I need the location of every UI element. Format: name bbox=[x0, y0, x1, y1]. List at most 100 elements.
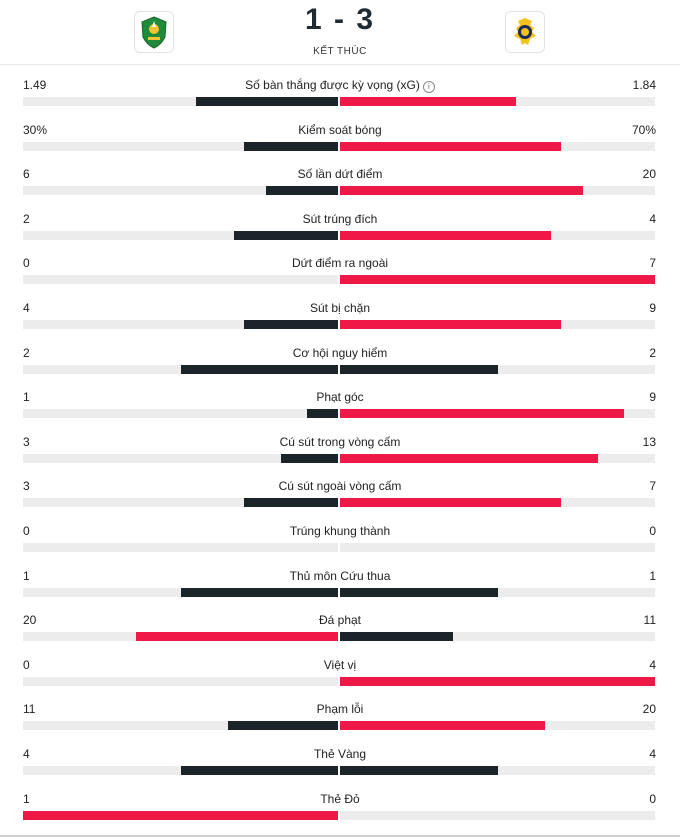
away-stat-track bbox=[340, 810, 655, 820]
away-stat-bar bbox=[340, 97, 517, 106]
stat-row: 6 Số lần dứt điểm 20 bbox=[0, 155, 680, 200]
away-stat-bar bbox=[340, 632, 454, 642]
away-stat-track bbox=[340, 587, 655, 597]
away-stat-bar bbox=[340, 141, 561, 151]
home-stat-track bbox=[23, 587, 338, 597]
away-stat-value: 4 bbox=[649, 211, 656, 226]
stat-row: 4 Thẻ Vàng 4 bbox=[0, 735, 680, 780]
stat-label: Sút bị chặn bbox=[0, 301, 680, 315]
away-stat-value: 13 bbox=[642, 434, 656, 449]
home-stat-bar bbox=[243, 141, 338, 151]
away-stat-value: 7 bbox=[649, 256, 656, 271]
away-stat-track bbox=[340, 721, 655, 731]
stat-label: Cú sút ngoài vòng cấm bbox=[0, 479, 680, 493]
home-stat-track bbox=[23, 676, 338, 686]
stat-label-text: Phạm lỗi bbox=[316, 702, 364, 717]
away-stat-track bbox=[340, 765, 655, 775]
away-stat-value: 2 bbox=[649, 345, 656, 360]
stats-list: 1.49 Số bàn thắng được kỳ vọng (xG) i 1.84 3… bbox=[0, 66, 680, 824]
home-stat-bar bbox=[23, 810, 338, 820]
stat-row: 3 Cú sút trong vòng cấm 13 bbox=[0, 423, 680, 468]
home-stat-track bbox=[23, 319, 338, 329]
stat-label-text: Thẻ Vàng bbox=[313, 746, 367, 761]
home-stat-bar bbox=[180, 364, 338, 374]
away-stat-bar bbox=[340, 364, 498, 374]
away-stat-track bbox=[340, 186, 655, 196]
match-score: 1 - 3 bbox=[304, 3, 376, 36]
away-stat-value: 0 bbox=[649, 791, 656, 806]
stat-row: 11 Phạm lỗi 20 bbox=[0, 690, 680, 735]
stat-label: Kiểm soát bóng bbox=[0, 123, 680, 137]
header-divider bbox=[0, 64, 680, 65]
stat-label-text: Thẻ Đỏ bbox=[320, 791, 360, 806]
home-stat-bar bbox=[281, 453, 338, 463]
home-stat-track bbox=[23, 186, 338, 196]
away-stat-bar bbox=[340, 587, 498, 597]
match-status: KẾT THÚC bbox=[313, 46, 367, 57]
stat-row: 0 Dứt điểm ra ngoài 7 bbox=[0, 244, 680, 289]
stat-label: Cơ hội nguy hiểm bbox=[0, 346, 680, 360]
home-stat-track bbox=[23, 97, 338, 106]
home-team-logo[interactable] bbox=[134, 11, 174, 53]
away-stat-track bbox=[340, 676, 655, 686]
away-stat-track bbox=[340, 453, 655, 463]
home-stat-bar bbox=[234, 230, 338, 240]
stat-label-text: Đá phạt bbox=[318, 613, 362, 628]
home-stat-track bbox=[23, 542, 338, 552]
away-stat-value: 1.84 bbox=[632, 78, 656, 92]
home-stat-bar bbox=[306, 409, 338, 419]
home-stat-track bbox=[23, 721, 338, 731]
away-stat-value: 4 bbox=[649, 746, 656, 761]
stat-row: 2 Sút trúng đích 4 bbox=[0, 200, 680, 245]
stat-row: 3 Cú sút ngoài vòng cấm 7 bbox=[0, 467, 680, 512]
home-stat-value: 30% bbox=[23, 122, 48, 137]
away-stat-value: 11 bbox=[643, 613, 656, 628]
away-stat-bar bbox=[340, 721, 545, 731]
match-header: 1 - 3 KẾT THÚC bbox=[0, 0, 680, 64]
away-stat-value: 20 bbox=[642, 702, 656, 717]
away-stat-value: 9 bbox=[649, 300, 656, 315]
home-stat-value: 2 bbox=[23, 211, 30, 226]
stat-label-text: Việt vị bbox=[323, 657, 357, 672]
home-stat-value: 11 bbox=[23, 702, 36, 717]
away-stat-value: 9 bbox=[649, 390, 656, 405]
stat-label-text: Kiểm soát bóng bbox=[298, 122, 382, 137]
away-stat-bar bbox=[340, 230, 552, 240]
away-stat-value: 1 bbox=[649, 568, 656, 583]
away-stat-track bbox=[340, 498, 655, 508]
home-stat-track bbox=[23, 409, 338, 419]
home-stat-value: 1.49 bbox=[23, 78, 47, 92]
away-stat-bar bbox=[340, 765, 498, 775]
stat-label-text: Sút trúng đích bbox=[302, 211, 378, 226]
stat-label: Cú sút trong vòng cấm bbox=[0, 435, 680, 449]
stat-label-text: Cú sút ngoài vòng cấm bbox=[278, 479, 402, 494]
stat-label: Thẻ Vàng bbox=[0, 747, 680, 761]
stat-row: 1 Thẻ Đỏ 0 bbox=[0, 780, 680, 825]
stat-label: Phạm lỗi bbox=[0, 702, 680, 716]
away-stat-bar bbox=[340, 498, 561, 508]
info-icon[interactable]: i bbox=[422, 81, 435, 93]
away-stat-bar bbox=[340, 676, 655, 686]
away-stat-bar bbox=[340, 275, 655, 285]
away-stat-track bbox=[340, 364, 655, 374]
home-stat-track bbox=[23, 810, 338, 820]
stat-row: 0 Trúng khung thành 0 bbox=[0, 512, 680, 557]
home-stat-value: 3 bbox=[23, 434, 30, 449]
away-stat-bar bbox=[340, 186, 583, 196]
away-stat-bar bbox=[340, 409, 624, 419]
stat-label: Sút trúng đích bbox=[0, 212, 680, 226]
stat-label-text: Trúng khung thành bbox=[289, 523, 391, 538]
away-stat-value: 7 bbox=[649, 479, 656, 494]
stat-label-text: Số bàn thắng được kỳ vọng (xG) bbox=[245, 78, 420, 92]
away-team-crest-icon bbox=[514, 18, 536, 45]
away-stat-value: 0 bbox=[649, 523, 656, 538]
stat-label-text: Sút bị chặn bbox=[309, 300, 371, 315]
stat-label: Số lần dứt điểm bbox=[0, 167, 680, 181]
away-team-logo[interactable] bbox=[505, 11, 545, 53]
home-stat-value: 4 bbox=[23, 746, 30, 761]
home-team-crest-icon bbox=[141, 16, 167, 49]
stat-label-text: Dứt điểm ra ngoài bbox=[291, 256, 389, 271]
stat-label-text: Cơ hội nguy hiểm bbox=[292, 345, 388, 360]
home-stat-value: 6 bbox=[23, 167, 30, 182]
stat-label-text: Phạt góc bbox=[316, 390, 364, 405]
